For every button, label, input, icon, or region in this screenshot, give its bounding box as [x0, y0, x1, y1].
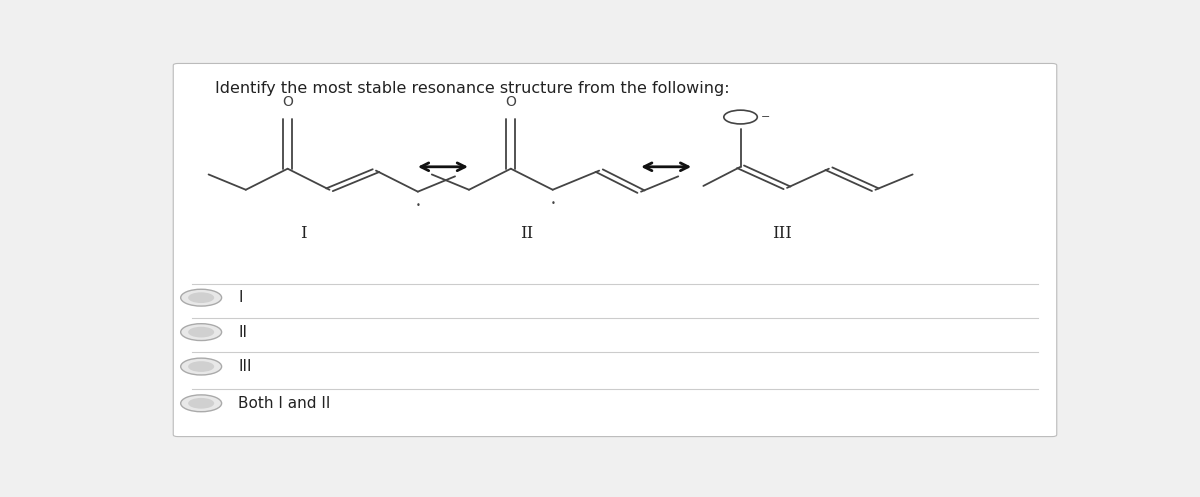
- Circle shape: [181, 358, 222, 375]
- Circle shape: [181, 395, 222, 412]
- Circle shape: [181, 324, 222, 340]
- Text: Identify the most stable resonance structure from the following:: Identify the most stable resonance struc…: [215, 81, 730, 96]
- Circle shape: [188, 292, 214, 303]
- Circle shape: [188, 327, 214, 337]
- Text: O: O: [505, 95, 516, 109]
- Text: II: II: [520, 225, 533, 242]
- FancyBboxPatch shape: [173, 64, 1057, 436]
- Text: −: −: [761, 112, 770, 122]
- Text: I: I: [239, 290, 242, 305]
- Circle shape: [181, 289, 222, 306]
- Text: Both I and II: Both I and II: [239, 396, 331, 411]
- Text: •: •: [551, 199, 556, 208]
- Circle shape: [188, 361, 214, 372]
- Text: III: III: [773, 225, 792, 242]
- Text: I: I: [300, 225, 307, 242]
- Text: O: O: [282, 95, 293, 109]
- Text: II: II: [239, 325, 247, 339]
- Circle shape: [188, 398, 214, 409]
- Text: •: •: [415, 201, 420, 210]
- Text: III: III: [239, 359, 252, 374]
